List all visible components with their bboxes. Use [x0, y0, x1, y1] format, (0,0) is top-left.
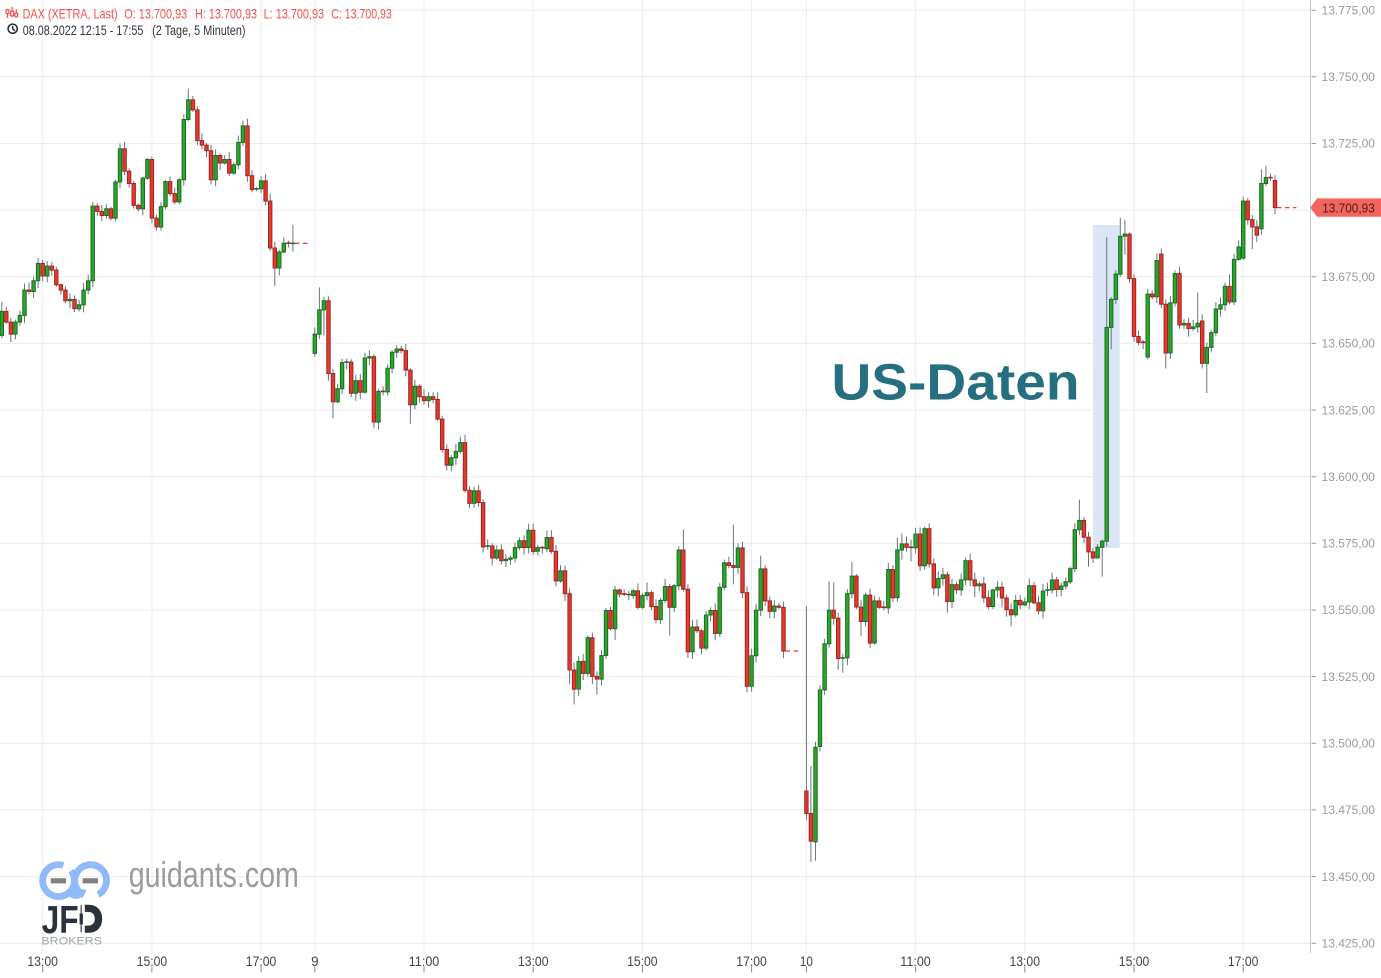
svg-text:15:00: 15:00 [137, 953, 168, 969]
svg-text:13.725,00: 13.725,00 [1322, 137, 1376, 151]
svg-text:08.08.2022 12:15 - 17:55: 08.08.2022 12:15 - 17:55 [23, 22, 144, 38]
svg-text:17:00: 17:00 [1228, 953, 1259, 969]
svg-text:10: 10 [800, 953, 813, 969]
svg-text:11:00: 11:00 [409, 953, 440, 969]
svg-text:13:00: 13:00 [27, 953, 58, 969]
svg-text:DAX (XETRA, Last): DAX (XETRA, Last) [23, 6, 118, 22]
svg-text:13.500,00: 13.500,00 [1322, 737, 1376, 751]
svg-text:13.425,00: 13.425,00 [1322, 936, 1376, 950]
svg-text:H: 13.700,93: H: 13.700,93 [195, 6, 257, 22]
svg-text:13.750,00: 13.750,00 [1322, 70, 1376, 84]
svg-text:13.700,93: 13.700,93 [1322, 201, 1375, 215]
svg-text:(2 Tage, 5 Minuten): (2 Tage, 5 Minuten) [152, 22, 245, 38]
svg-text:13.450,00: 13.450,00 [1322, 870, 1376, 884]
svg-text:BROKERS: BROKERS [41, 936, 102, 948]
svg-text:13.775,00: 13.775,00 [1322, 3, 1376, 17]
svg-text:17:00: 17:00 [736, 953, 767, 969]
svg-text:13.650,00: 13.650,00 [1322, 337, 1376, 351]
svg-text:13.475,00: 13.475,00 [1322, 803, 1376, 817]
svg-text:C: 13.700,93: C: 13.700,93 [331, 6, 392, 22]
svg-text:15:00: 15:00 [627, 953, 658, 969]
svg-text:US-Daten: US-Daten [832, 354, 1080, 411]
svg-text:17:00: 17:00 [246, 953, 277, 969]
svg-text:13.600,00: 13.600,00 [1322, 470, 1376, 484]
svg-text:15:00: 15:00 [1119, 953, 1150, 969]
svg-text:guidants.com: guidants.com [129, 854, 299, 895]
svg-text:13.675,00: 13.675,00 [1322, 270, 1376, 284]
svg-text:11:00: 11:00 [900, 953, 931, 969]
svg-text:L: 13.700,93: L: 13.700,93 [264, 6, 325, 22]
svg-text:13.550,00: 13.550,00 [1322, 603, 1376, 617]
svg-text:13:00: 13:00 [518, 953, 549, 969]
svg-text:13.525,00: 13.525,00 [1322, 670, 1376, 684]
svg-text:13:00: 13:00 [1010, 953, 1041, 969]
svg-text:13.575,00: 13.575,00 [1322, 537, 1376, 551]
svg-text:JF: JF [42, 899, 79, 942]
svg-text:O: 13.700,93: O: 13.700,93 [124, 6, 187, 22]
svg-text:9: 9 [311, 953, 319, 969]
svg-text:13.625,00: 13.625,00 [1322, 403, 1376, 417]
